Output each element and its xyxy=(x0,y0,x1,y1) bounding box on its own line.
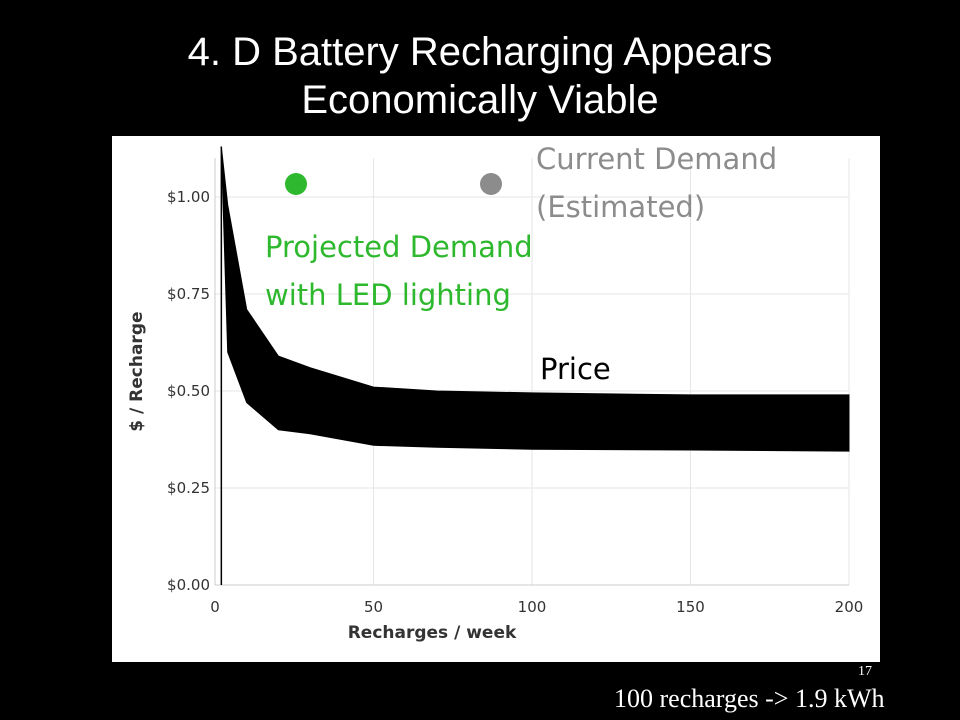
page-number: 17 xyxy=(858,664,872,679)
y-tick-label-1: $0.25 xyxy=(167,479,210,497)
price-chart: 0 50 100 150 200 $0.00 $0.25 $0.50 $0.75 $1.00 Rec… xyxy=(127,142,864,643)
footnote: 100 recharges -> 1.9 kWh xyxy=(614,684,885,713)
y-tick-label-0: $0.00 xyxy=(167,576,210,594)
slide-title-line-2: Economically Viable xyxy=(301,78,659,122)
projected-demand-dot xyxy=(285,173,307,195)
price-band-series-0 xyxy=(220,146,850,452)
projected-demand-label-line-1: Projected Demand xyxy=(265,230,533,264)
current-demand-dot xyxy=(480,173,502,195)
x-tick-label-4: 200 xyxy=(835,598,864,616)
projected-demand-label-line-2: with LED lighting xyxy=(265,278,511,312)
y-tick-label-3: $0.75 xyxy=(167,285,210,303)
y-tick-label-4: $1.00 xyxy=(167,188,210,206)
slide-title: 4. D Battery Recharging Appears Economic… xyxy=(0,28,960,124)
x-tick-label-1: 50 xyxy=(364,598,383,616)
x-axis-label: Recharges / week xyxy=(348,623,517,643)
price-label: Price xyxy=(540,352,611,386)
current-demand-label-line-1: Current Demand xyxy=(536,142,777,176)
y-tick-label-2: $0.50 xyxy=(167,382,210,400)
x-tick-label-0: 0 xyxy=(210,598,220,616)
y-axis-label: $ / Recharge xyxy=(127,311,147,431)
x-tick-label-3: 150 xyxy=(676,598,705,616)
chart-panel: 0 50 100 150 200 $0.00 $0.25 $0.50 $0.75 $1.00 Rec… xyxy=(112,136,880,662)
slide-title-line-1: 4. D Battery Recharging Appears xyxy=(187,30,773,74)
current-demand-label-line-2: (Estimated) xyxy=(536,190,705,224)
x-tick-label-2: 100 xyxy=(518,598,547,616)
